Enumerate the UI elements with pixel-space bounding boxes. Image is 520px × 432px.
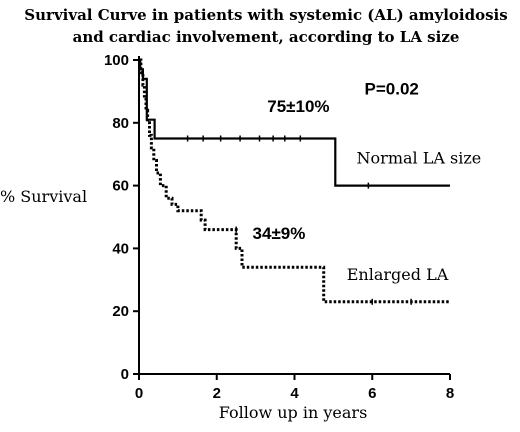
chart-title: Survival Curve in patients with systemic… — [24, 6, 507, 24]
x-tick-label: 4 — [290, 385, 299, 402]
y-axis-label: % Survival — [0, 187, 87, 206]
x-tick-label: 0 — [135, 385, 143, 402]
y-tick-label: 60 — [112, 178, 129, 195]
y-tick-label: 0 — [121, 366, 129, 383]
annotation-label: P=0.02 — [365, 80, 419, 99]
series-line-enlarged-la — [139, 58, 450, 304]
y-tick-label: 40 — [112, 240, 129, 257]
series-label: Enlarged LA — [347, 265, 449, 284]
annotation-label: 34±9% — [253, 224, 306, 243]
y-tick-label: 20 — [112, 303, 129, 320]
plot-area: 0 20 40 60 80 100 0 2 4 6 8 75±10% P=0.02 34±9% Normal… — [104, 52, 481, 402]
x-axis-label: Follow up in years — [219, 403, 368, 422]
series-label: Normal LA size — [357, 149, 482, 168]
annotation-label: 75±10% — [267, 97, 329, 116]
y-tick-label: 80 — [112, 115, 129, 132]
y-tick-label: 100 — [104, 52, 129, 69]
x-tick-label: 2 — [213, 385, 221, 402]
x-tick-label: 6 — [368, 385, 376, 402]
chart-subtitle: and cardiac involvement, according to LA… — [73, 28, 460, 46]
x-tick-label: 8 — [446, 385, 454, 402]
